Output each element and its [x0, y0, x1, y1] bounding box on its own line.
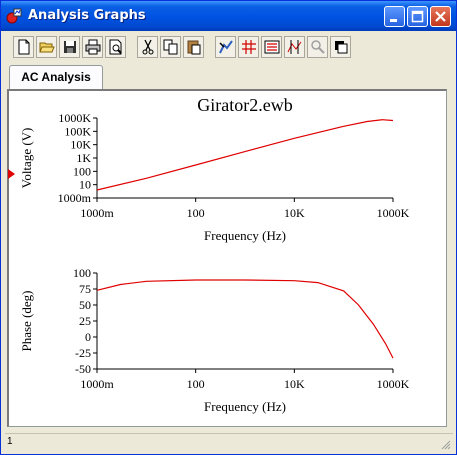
- minimize-button[interactable]: [384, 6, 405, 27]
- close-icon: [435, 11, 446, 22]
- cut-button[interactable]: [137, 36, 158, 58]
- zoom-icon: [311, 40, 325, 54]
- x-tick-label: 1000m: [80, 377, 114, 391]
- app-icon: [6, 8, 22, 24]
- close-button[interactable]: [430, 6, 451, 27]
- y-axis-label: Voltage (V): [19, 128, 34, 189]
- maximize-icon: [411, 10, 424, 23]
- properties-icon: [219, 40, 233, 54]
- cursors-button[interactable]: [284, 36, 305, 58]
- grid-icon: [242, 40, 256, 54]
- paste-icon: [187, 40, 201, 55]
- printer-icon: [85, 39, 101, 55]
- x-tick-label: 10K: [284, 377, 305, 391]
- print-preview-icon: [109, 39, 122, 55]
- y-tick-label: -50: [75, 362, 91, 376]
- status-bar: 1: [5, 433, 453, 452]
- title-bar[interactable]: Analysis Graphs: [1, 1, 456, 31]
- print-button[interactable]: [82, 36, 103, 58]
- save-button[interactable]: [59, 36, 80, 58]
- print-preview-button[interactable]: [105, 36, 126, 58]
- y-tick-label: 10: [79, 178, 91, 192]
- x-tick-label: 1000K: [377, 206, 410, 220]
- new-button[interactable]: [13, 36, 34, 58]
- open-button[interactable]: [36, 36, 57, 58]
- legend-icon: [264, 40, 280, 54]
- x-axis-label: Frequency (Hz): [204, 399, 286, 414]
- cursors-icon: [287, 40, 302, 54]
- paste-button[interactable]: [183, 36, 204, 58]
- y-tick-label: 1000K: [58, 111, 91, 125]
- toggle-legend-button[interactable]: [261, 36, 282, 58]
- y-tick-label: 50: [79, 298, 91, 312]
- window-title: Analysis Graphs: [28, 8, 146, 23]
- y-tick-label: -25: [75, 346, 91, 360]
- status-text: 1: [7, 436, 13, 447]
- copy-icon: [163, 39, 178, 55]
- open-folder-icon: [39, 42, 55, 53]
- x-axis-label: Frequency (Hz): [204, 228, 286, 243]
- restore-graph-icon: [335, 41, 348, 54]
- y-tick-label: 25: [79, 314, 91, 328]
- new-document-icon: [18, 39, 30, 55]
- x-tick-label: 100: [187, 377, 205, 391]
- copy-button[interactable]: [160, 36, 181, 58]
- selected-graph-marker: [8, 169, 15, 179]
- tab-ac-analysis[interactable]: AC Analysis: [9, 65, 103, 90]
- x-tick-label: 10K: [284, 206, 305, 220]
- restore-button[interactable]: [330, 36, 351, 58]
- y-tick-label: 0: [85, 330, 91, 344]
- x-tick-label: 1000K: [377, 377, 410, 391]
- resize-grip-icon[interactable]: [439, 438, 451, 450]
- y-tick-label: 100: [73, 164, 91, 178]
- y-tick-label: 1000m: [58, 191, 92, 205]
- x-tick-label: 1000m: [80, 206, 114, 220]
- save-disk-icon: [64, 41, 76, 53]
- y-tick-label: 75: [79, 282, 91, 296]
- y-tick-label: 1K: [76, 151, 91, 165]
- series-line-1: [96, 279, 394, 359]
- toolbar: [13, 36, 359, 62]
- y-axis-label: Phase (deg): [19, 290, 34, 351]
- properties-button[interactable]: [215, 36, 236, 58]
- x-tick-label: 100: [187, 206, 205, 220]
- scissors-icon: [142, 39, 154, 55]
- minimize-icon: [390, 19, 397, 22]
- y-tick-label: 10K: [70, 138, 91, 152]
- series-line-1: [96, 119, 394, 191]
- maximize-button[interactable]: [407, 6, 428, 27]
- toggle-grid-button[interactable]: [238, 36, 259, 58]
- y-tick-label: 100K: [64, 124, 91, 138]
- chart-title: Girator2.ewb: [197, 95, 292, 115]
- y-tick-label: 100: [73, 266, 91, 280]
- zoom-button[interactable]: [307, 36, 328, 58]
